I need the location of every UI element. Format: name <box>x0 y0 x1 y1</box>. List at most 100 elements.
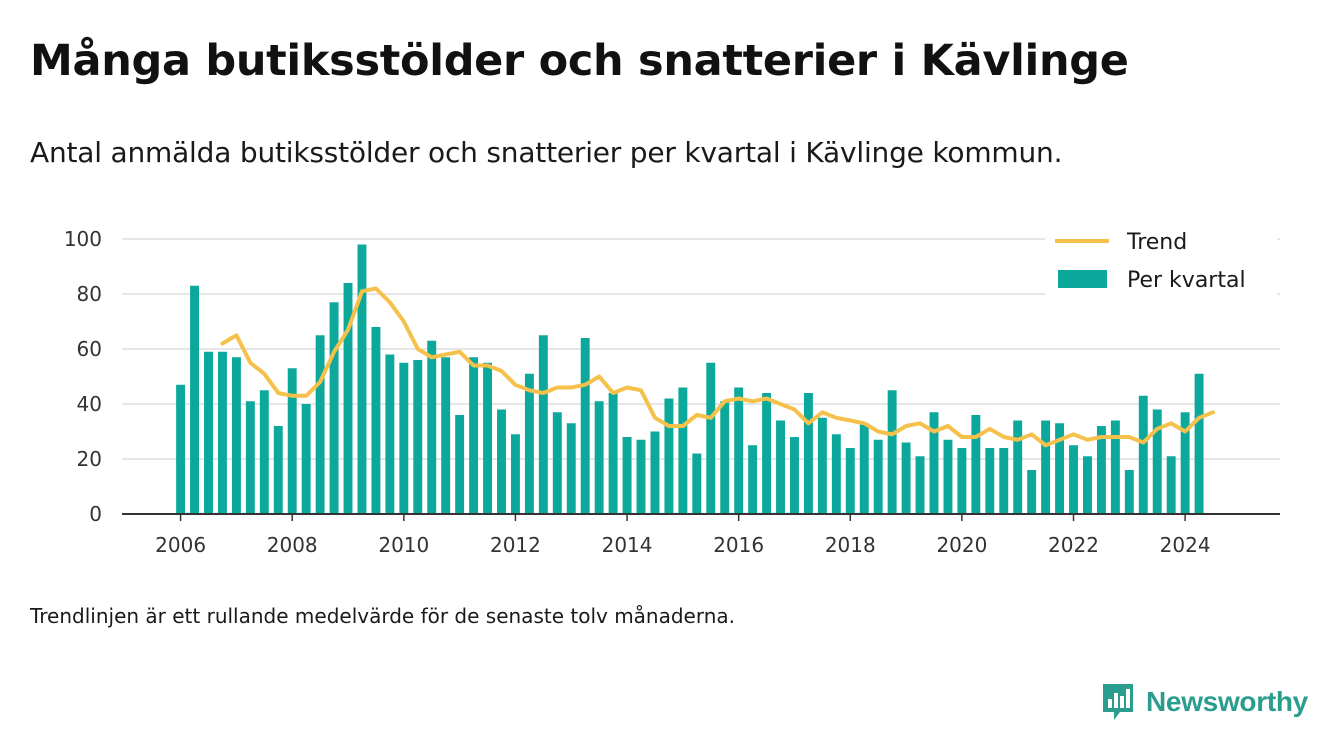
brand[interactable]: Newsworthy <box>1100 680 1308 724</box>
bar <box>343 283 353 514</box>
bar <box>552 412 562 514</box>
bar <box>524 373 534 514</box>
x-tick-label: 2012 <box>490 533 541 557</box>
bar <box>887 390 897 514</box>
bar <box>873 439 883 514</box>
x-tick-label: 2010 <box>378 533 429 557</box>
bar <box>1180 412 1190 514</box>
chart-subtitle: Antal anmälda butiksstölder och snatteri… <box>30 136 1063 169</box>
bar <box>608 393 618 514</box>
bar <box>650 431 660 514</box>
y-tick-label: 40 <box>77 392 102 416</box>
bar <box>510 434 520 514</box>
bar <box>929 412 939 514</box>
legend-bar-label: Per kvartal <box>1127 268 1246 293</box>
bar <box>287 368 297 514</box>
chart-title: Många butiksstölder och snatterier i Käv… <box>30 36 1129 86</box>
bar <box>580 338 590 514</box>
brand-name: Newsworthy <box>1146 686 1308 717</box>
bar <box>1041 420 1051 514</box>
bar <box>999 448 1009 514</box>
bar <box>748 445 758 514</box>
x-tick-label: 2020 <box>936 533 987 557</box>
bar <box>315 335 325 514</box>
bar <box>594 401 604 514</box>
bar <box>692 453 702 514</box>
bar <box>455 415 465 514</box>
bar <box>734 387 744 514</box>
bar <box>441 357 451 514</box>
bar <box>1124 470 1134 514</box>
x-tick-label: 2014 <box>602 533 653 557</box>
bar <box>1013 420 1023 514</box>
trend-line <box>220 286 1215 448</box>
bar <box>622 437 632 514</box>
bar <box>1194 373 1204 514</box>
bar <box>413 360 423 514</box>
bar <box>845 448 855 514</box>
trend-series <box>220 286 1215 448</box>
x-tick-label: 2018 <box>825 533 876 557</box>
axes: 0 20 40 60 80 100 2006 2008 2010 2012 2014 2016 2018… <box>64 227 1280 557</box>
bar <box>483 362 493 514</box>
x-tick-label: 2008 <box>267 533 318 557</box>
bar <box>636 439 646 514</box>
bar <box>231 357 241 514</box>
bar <box>329 302 339 514</box>
y-tick-label: 60 <box>77 337 102 361</box>
bar <box>1027 470 1037 514</box>
bar <box>204 351 213 514</box>
bar <box>971 415 981 514</box>
x-tick-label: 2016 <box>713 533 764 557</box>
bar <box>176 384 186 514</box>
x-tick-label: 2006 <box>155 533 206 557</box>
bar <box>803 393 813 514</box>
bar <box>762 393 772 514</box>
bar <box>1152 409 1162 514</box>
bar <box>357 244 367 514</box>
bar <box>957 448 967 514</box>
bar <box>427 340 437 514</box>
bar <box>245 401 255 514</box>
y-tick-label: 20 <box>77 447 102 471</box>
bar <box>831 434 841 514</box>
legend: Trend Per kvartal <box>1045 225 1277 295</box>
bar <box>943 439 953 514</box>
y-tick-label: 100 <box>64 227 102 251</box>
bar-series <box>176 244 1204 514</box>
bar <box>1138 395 1148 514</box>
bar <box>985 448 995 514</box>
bar <box>399 362 409 514</box>
bar <box>301 404 311 514</box>
bar <box>776 420 785 514</box>
bar <box>720 401 730 514</box>
bar <box>371 327 381 514</box>
bar <box>706 362 716 514</box>
bar <box>190 285 200 514</box>
y-tick-label: 80 <box>77 282 102 306</box>
bar <box>385 354 395 514</box>
bar <box>1110 420 1120 514</box>
bar <box>901 442 911 514</box>
footnote: Trendlinjen är ett rullande medelvärde f… <box>30 604 736 628</box>
bar <box>1096 426 1106 514</box>
bar <box>678 387 688 514</box>
bar <box>817 417 827 514</box>
bar <box>497 409 506 514</box>
x-tick-label: 2022 <box>1048 533 1099 557</box>
chart-area: 0 20 40 60 80 100 2006 2008 2010 2012 2014 2016 2018… <box>64 225 1280 557</box>
y-tick-label: 0 <box>89 502 102 526</box>
bar <box>859 423 869 514</box>
legend-trend-label: Trend <box>1126 230 1187 255</box>
bar <box>1069 445 1078 514</box>
x-tick-label: 2024 <box>1160 533 1211 557</box>
bar <box>915 456 925 514</box>
bar <box>1083 456 1092 514</box>
bar <box>217 351 227 514</box>
bar <box>1055 423 1065 514</box>
bar <box>1166 456 1176 514</box>
bar <box>259 390 269 514</box>
bar <box>469 357 479 514</box>
bar <box>664 398 674 514</box>
bar <box>566 423 576 514</box>
